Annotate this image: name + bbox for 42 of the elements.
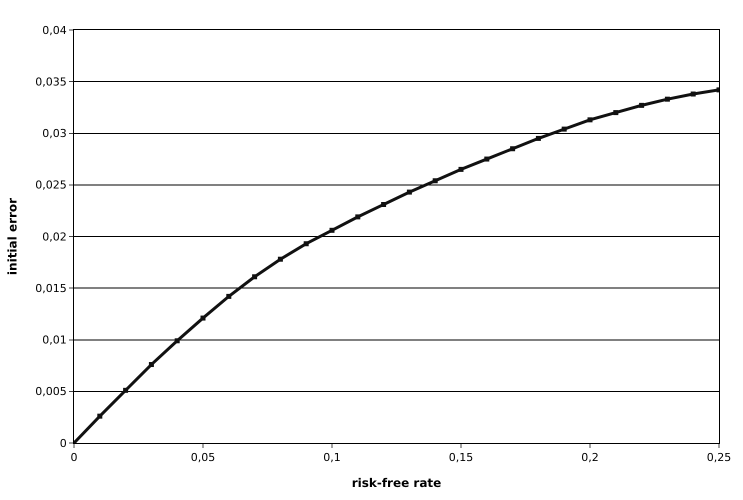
point bbox=[432, 178, 438, 184]
point bbox=[123, 388, 128, 393]
point bbox=[664, 96, 670, 102]
point bbox=[613, 110, 618, 116]
point bbox=[97, 414, 102, 419]
point bbox=[330, 228, 334, 233]
point bbox=[148, 362, 154, 368]
point bbox=[278, 256, 283, 262]
y-tick-label: 0,03 bbox=[42, 127, 67, 140]
point bbox=[174, 338, 180, 344]
point bbox=[406, 190, 412, 195]
point bbox=[588, 117, 592, 122]
y-tick-label: 0,02 bbox=[42, 230, 67, 244]
y-axis-title: initial error bbox=[6, 198, 20, 276]
point bbox=[690, 92, 696, 97]
point bbox=[458, 166, 464, 172]
x-tick-label: 0,25 bbox=[706, 451, 732, 464]
point bbox=[381, 202, 386, 207]
y-tick-label: 0 bbox=[60, 436, 67, 450]
point bbox=[562, 126, 567, 132]
point bbox=[226, 294, 232, 299]
y-tick-label: 0,005 bbox=[35, 385, 67, 398]
point bbox=[355, 214, 360, 220]
x-tick-label: 0,05 bbox=[190, 451, 216, 464]
x-tick-label: 0,1 bbox=[323, 451, 341, 464]
y-tick-label: 0,015 bbox=[35, 282, 67, 295]
x-tick-label: 0,2 bbox=[581, 451, 599, 464]
point bbox=[200, 316, 206, 321]
point bbox=[536, 136, 541, 141]
line-series bbox=[74, 87, 719, 443]
y-tick-label: 0,04 bbox=[42, 24, 67, 37]
y-tick-label: 0,035 bbox=[35, 75, 67, 88]
y-tick-label: 0,025 bbox=[35, 178, 67, 192]
point bbox=[484, 156, 490, 162]
x-tick-label: 0 bbox=[70, 451, 78, 464]
x-tick-label: 0,15 bbox=[448, 451, 474, 464]
point bbox=[639, 102, 644, 108]
y-tick-label: 0,01 bbox=[42, 334, 67, 347]
point bbox=[510, 146, 516, 152]
point bbox=[304, 241, 309, 246]
x-axis-title: risk-free rate bbox=[352, 476, 442, 490]
point bbox=[252, 274, 258, 280]
